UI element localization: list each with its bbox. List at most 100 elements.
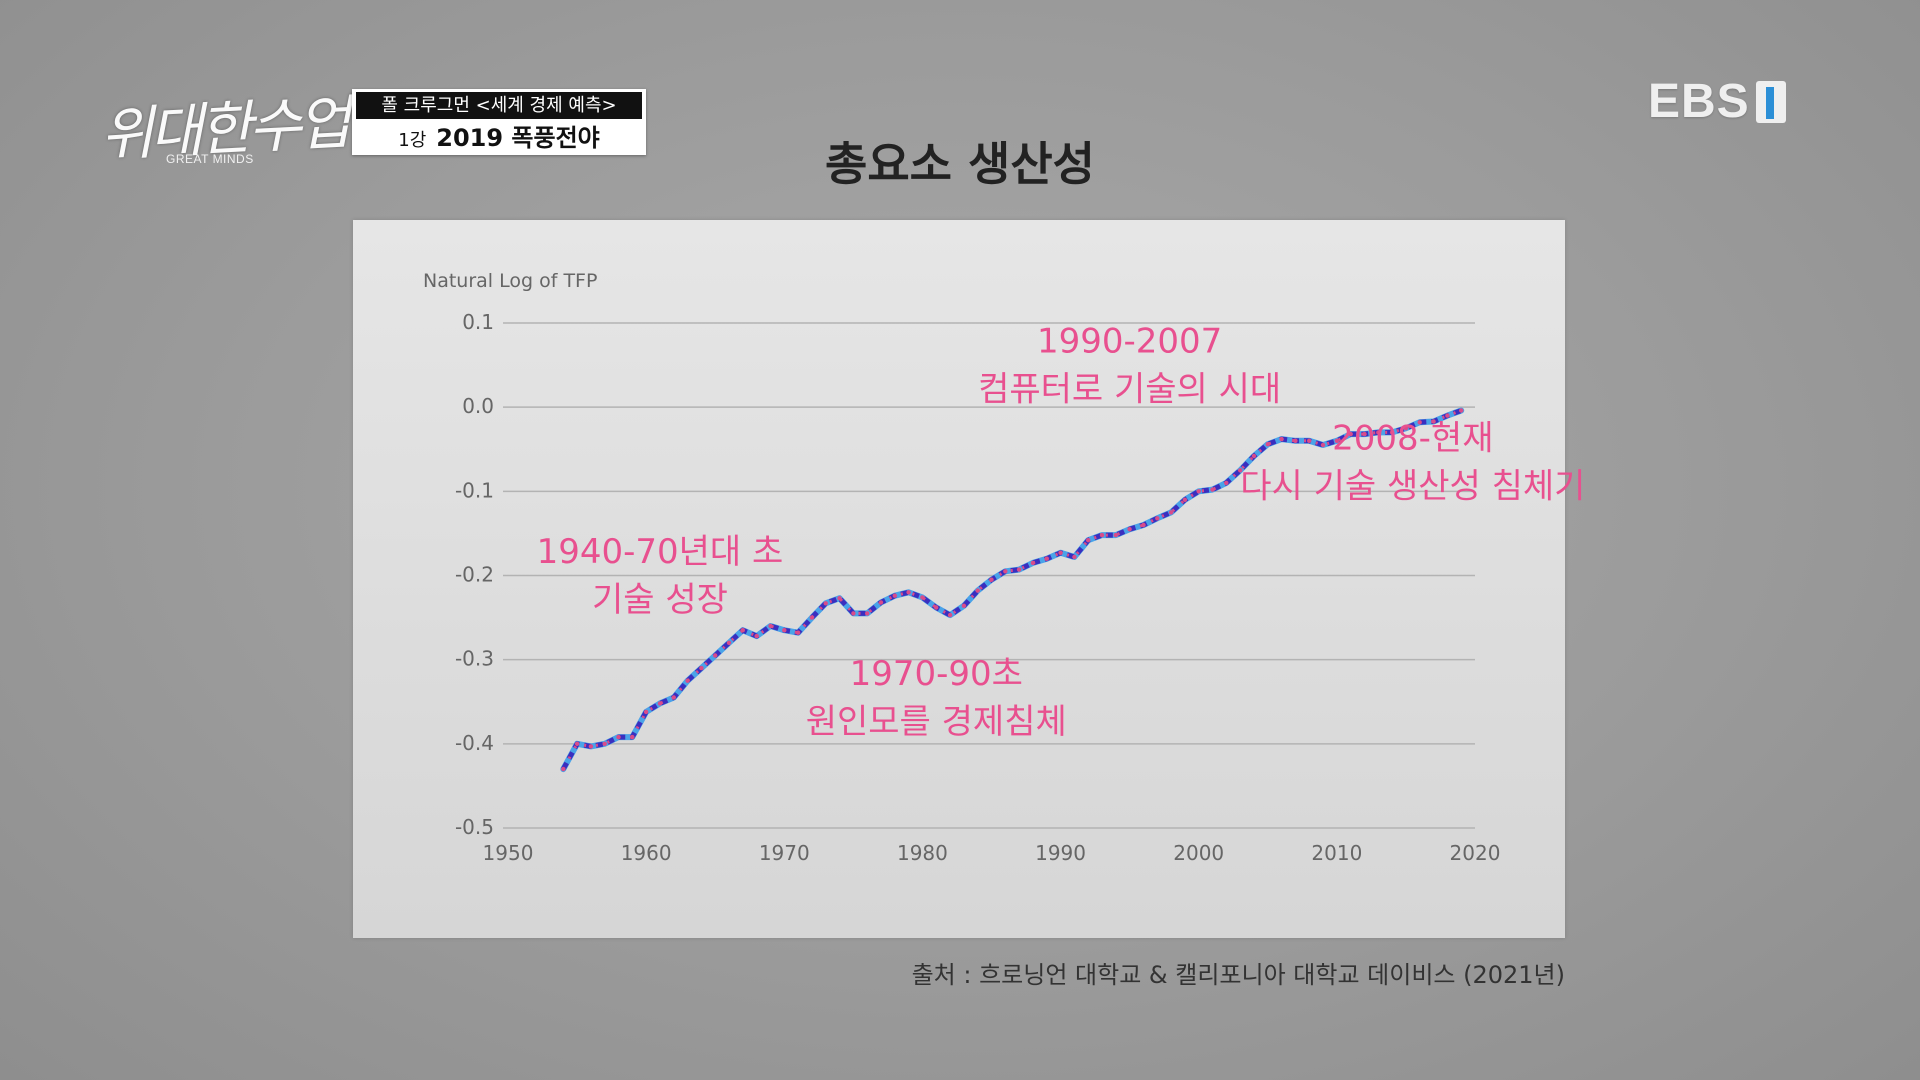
- y-tick-label: -0.2: [455, 563, 494, 587]
- y-tick-label: -0.5: [455, 815, 494, 839]
- data-point: [1445, 413, 1450, 418]
- data-point: [671, 695, 676, 700]
- data-point: [892, 593, 897, 598]
- data-point: [726, 640, 732, 645]
- program-series-title: 폴 크루그먼 <세계 경제 예측>: [356, 92, 642, 119]
- data-point: [1003, 569, 1008, 574]
- data-point: [934, 605, 939, 610]
- data-point: [1251, 453, 1257, 459]
- data-point: [906, 590, 911, 595]
- data-point: [602, 741, 607, 746]
- data-point: [1307, 438, 1312, 443]
- episode-title-row: 1강 2019 폭풍전야: [352, 121, 646, 155]
- data-point: [1113, 532, 1119, 538]
- program-caption: 폴 크루그먼 <세계 경제 예측> 1강 2019 폭풍전야: [352, 89, 646, 155]
- data-point: [1334, 438, 1340, 443]
- data-point: [865, 611, 870, 616]
- data-point: [1058, 550, 1063, 555]
- x-tick-label: 1990: [1035, 841, 1086, 865]
- x-tick-label: 2000: [1173, 841, 1224, 865]
- data-point: [1141, 522, 1146, 528]
- data-point: [1459, 408, 1464, 413]
- y-tick-labels: 0.1 0.0 -0.1 -0.2 -0.3 -0.4 -0.5: [455, 310, 494, 839]
- data-point: [657, 701, 663, 706]
- annotation-line: 2008-현재: [1332, 418, 1493, 458]
- y-tick-label: -0.1: [455, 478, 494, 502]
- chart-grid: [503, 322, 1475, 829]
- data-point: [1168, 510, 1174, 515]
- page-title: 총요소 생산성: [825, 137, 1095, 191]
- data-point: [989, 577, 994, 582]
- tfp-series: [560, 407, 1465, 773]
- data-point: [1238, 468, 1243, 473]
- data-point: [878, 600, 884, 605]
- y-tick-label: 0.1: [462, 310, 494, 334]
- y-tick-label: -0.4: [455, 731, 494, 755]
- chart-annotation: 1940-70년대 초 기술 성장: [537, 532, 784, 620]
- data-point: [1362, 431, 1367, 437]
- chart-annotation: 1970-90초 원인모를 경제침체: [806, 654, 1067, 742]
- annotation-line: 원인모를 경제침체: [806, 702, 1067, 742]
- channel-one-icon: [1755, 81, 1786, 123]
- data-point: [1155, 516, 1160, 521]
- chart-annotation: 1990-2007 컴퓨터로 기술의 시대: [978, 321, 1281, 409]
- data-point: [1127, 527, 1132, 532]
- data-point: [795, 630, 801, 635]
- y-tick-label: 0.0: [462, 394, 494, 418]
- data-point: [1196, 489, 1201, 494]
- data-point: [574, 741, 580, 746]
- data-point: [920, 595, 925, 600]
- data-point: [768, 623, 773, 629]
- data-point: [975, 588, 980, 593]
- data-point: [1348, 431, 1353, 437]
- x-tick-label: 1970: [759, 841, 810, 865]
- x-tick-labels: 1950 1960 1970 1980 1990 2000 2010 2020: [483, 841, 1501, 865]
- data-point: [1403, 426, 1409, 431]
- annotation-line: 1990-2007: [1037, 321, 1222, 361]
- data-point: [947, 612, 953, 618]
- data-point: [1030, 560, 1036, 566]
- data-point: [961, 603, 967, 608]
- data-point: [1389, 430, 1395, 435]
- data-point: [630, 734, 635, 740]
- data-point: [851, 611, 856, 616]
- chart-paper: [353, 220, 1565, 938]
- y-tick-label: -0.3: [455, 647, 494, 671]
- x-tick-label: 1960: [621, 841, 672, 865]
- data-point: [616, 734, 621, 740]
- data-point: [1224, 480, 1229, 486]
- annotation-line: 다시 기술 생산성 침체기: [1240, 466, 1585, 506]
- data-point: [588, 744, 594, 749]
- data-point: [1072, 554, 1077, 560]
- x-tick-label: 2020: [1450, 841, 1501, 865]
- series-line-dots: [561, 409, 1462, 770]
- data-point: [1265, 442, 1271, 447]
- data-point: [1417, 420, 1422, 425]
- data-point: [1086, 538, 1091, 543]
- data-point: [1293, 438, 1298, 443]
- data-point: [740, 628, 745, 633]
- data-point: [837, 596, 842, 601]
- data-point: [561, 766, 566, 772]
- y-axis-label: Natural Log of TFP: [423, 270, 597, 292]
- episode-number: 1강: [398, 130, 427, 151]
- data-point: [1279, 436, 1284, 442]
- data-point: [823, 601, 828, 606]
- annotation-line: 컴퓨터로 기술의 시대: [978, 369, 1281, 409]
- data-point: [1182, 497, 1188, 502]
- show-logo-subtitle: GREAT MINDS: [166, 152, 254, 166]
- channel-logo: EBS: [1648, 74, 1786, 128]
- data-point: [1376, 430, 1381, 435]
- data-point: [1044, 556, 1050, 561]
- data-point: [809, 615, 815, 620]
- data-point: [1431, 419, 1436, 424]
- data-point: [1016, 567, 1022, 572]
- channel-name: EBS: [1648, 75, 1750, 128]
- source-note: 출처 : 흐로닝언 대학교 & 캘리포니아 대학교 데이비스 (2021년): [911, 961, 1565, 989]
- data-point: [1320, 442, 1326, 448]
- show-logo: 위대한수업 GREAT MINDS: [99, 82, 350, 172]
- annotation-line: 기술 성장: [592, 580, 728, 620]
- x-tick-label: 2010: [1311, 841, 1362, 865]
